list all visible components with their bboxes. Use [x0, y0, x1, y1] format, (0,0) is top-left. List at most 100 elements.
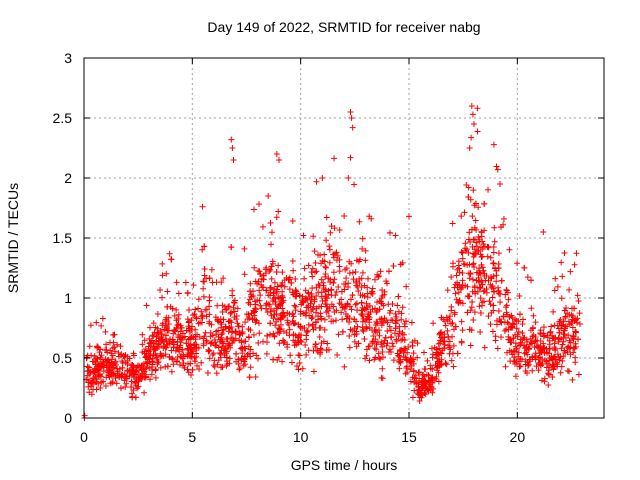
- data-point: [180, 360, 187, 367]
- data-point: [177, 339, 184, 346]
- data-point: [112, 375, 119, 382]
- y-tick-label: 0.5: [53, 350, 73, 366]
- data-point: [220, 347, 227, 354]
- data-point: [299, 365, 306, 372]
- data-point: [272, 322, 279, 329]
- data-point: [128, 384, 135, 391]
- data-point: [309, 265, 316, 272]
- data-point: [195, 344, 202, 351]
- data-point: [326, 243, 333, 250]
- data-point: [467, 307, 474, 314]
- data-point: [539, 360, 546, 367]
- data-point: [490, 259, 497, 266]
- data-point: [338, 309, 345, 316]
- data-point: [111, 348, 118, 355]
- data-point: [452, 323, 459, 330]
- data-point: [422, 391, 429, 398]
- data-point: [457, 286, 464, 293]
- data-point: [292, 276, 299, 283]
- data-point: [301, 324, 308, 331]
- data-point: [414, 354, 421, 361]
- data-point: [309, 273, 316, 280]
- data-point: [351, 316, 358, 323]
- data-point: [523, 349, 530, 356]
- data-point: [110, 332, 117, 339]
- data-point: [255, 355, 262, 362]
- data-point: [302, 342, 309, 349]
- data-point: [481, 344, 488, 351]
- data-point: [330, 254, 337, 261]
- data-point: [533, 343, 540, 350]
- data-point: [298, 338, 305, 345]
- data-point: [108, 356, 115, 363]
- data-point: [220, 275, 227, 282]
- data-point: [146, 335, 153, 342]
- data-point: [147, 339, 154, 346]
- data-point: [409, 394, 416, 401]
- data-point: [321, 326, 328, 333]
- data-point: [495, 284, 502, 291]
- data-point: [150, 351, 157, 358]
- data-point: [324, 340, 331, 347]
- data-point: [475, 204, 482, 211]
- data-point: [575, 371, 582, 378]
- data-point: [395, 352, 402, 359]
- data-point: [230, 304, 237, 311]
- data-point: [177, 328, 184, 335]
- data-point: [339, 316, 346, 323]
- data-point: [236, 366, 243, 373]
- data-point: [476, 269, 483, 276]
- data-point: [454, 350, 461, 357]
- data-point: [210, 350, 217, 357]
- data-point: [141, 337, 148, 344]
- data-point: [509, 320, 516, 327]
- data-point: [153, 340, 160, 347]
- data-point: [386, 229, 393, 236]
- data-point: [469, 213, 476, 220]
- data-point: [243, 311, 250, 318]
- data-point: [330, 279, 337, 286]
- data-point: [103, 346, 110, 353]
- data-point: [142, 374, 149, 381]
- data-point: [326, 246, 333, 253]
- data-point: [488, 284, 495, 291]
- data-point: [325, 313, 332, 320]
- data-point: [303, 328, 310, 335]
- data-point: [490, 249, 497, 256]
- data-point: [437, 329, 444, 336]
- data-point: [371, 345, 378, 352]
- data-point: [311, 248, 318, 255]
- data-point: [266, 268, 273, 275]
- data-point: [491, 224, 498, 231]
- data-point: [471, 121, 477, 127]
- data-point: [245, 299, 252, 306]
- data-point: [226, 360, 233, 367]
- y-tick-label: 1: [64, 290, 72, 306]
- data-point: [267, 308, 274, 315]
- data-point: [273, 318, 280, 325]
- data-point: [279, 279, 286, 286]
- data-point: [268, 241, 275, 248]
- data-point: [444, 327, 451, 334]
- data-point: [228, 244, 235, 251]
- data-point: [474, 105, 481, 112]
- data-point: [318, 276, 325, 283]
- data-point: [393, 313, 400, 320]
- data-point: [447, 346, 454, 353]
- chart-title: Day 149 of 2022, SRMTID for receiver nab…: [207, 19, 480, 35]
- data-point: [519, 329, 526, 336]
- data-point: [96, 371, 103, 378]
- data-point: [512, 373, 519, 380]
- data-point: [365, 275, 372, 282]
- data-point: [248, 293, 255, 300]
- data-point: [476, 303, 483, 310]
- data-point: [224, 335, 231, 342]
- data-point: [438, 314, 445, 321]
- data-point: [150, 333, 157, 340]
- data-point: [191, 358, 198, 365]
- data-point: [281, 283, 288, 290]
- data-point: [187, 342, 194, 349]
- data-point: [264, 332, 271, 339]
- data-point: [226, 324, 233, 331]
- data-point: [211, 357, 218, 364]
